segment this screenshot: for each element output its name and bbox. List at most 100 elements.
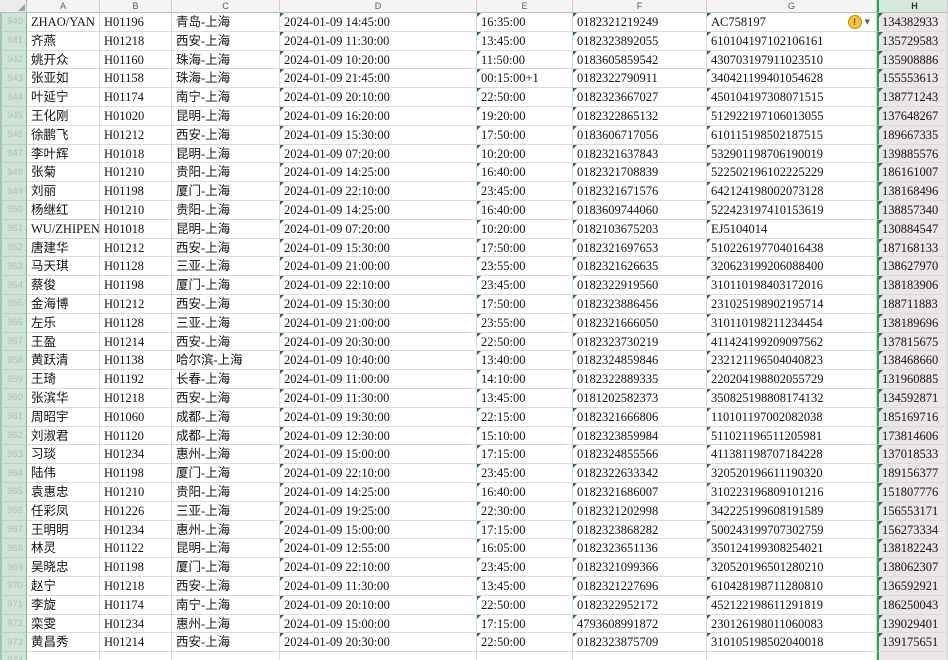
cell-B957[interactable]: H01214	[100, 332, 172, 352]
cell-G949[interactable]: 642124198002073128	[707, 182, 877, 201]
cell-D958[interactable]: 2024-01-09 10:40:00	[280, 351, 477, 371]
cell-G952[interactable]: 510226197704016438	[707, 238, 877, 258]
cell-F960[interactable]: 0181202582373	[573, 388, 707, 408]
cell-C962[interactable]: 成都-上海	[172, 426, 280, 446]
cell-C954[interactable]: 厦门-上海	[172, 276, 280, 295]
row-header-949[interactable]: 949	[0, 182, 27, 201]
cell-G966[interactable]: 342225199608191589	[707, 501, 877, 521]
cell-G940[interactable]: AC758197! ▼	[707, 13, 877, 32]
cell-C948[interactable]: 贵阳-上海	[172, 163, 280, 183]
cell-D973[interactable]: 2024-01-09 20:30:00	[280, 633, 477, 653]
cell-C955[interactable]: 西安-上海	[172, 294, 280, 314]
cell-F953[interactable]: 0182321626635	[573, 257, 707, 277]
cell-G967[interactable]: 500243199707302759	[707, 520, 877, 540]
cell-D972[interactable]: 2024-01-09 15:00:00	[280, 614, 477, 634]
cell-A974[interactable]	[27, 652, 100, 660]
cell-H953[interactable]: 138627970	[877, 257, 948, 277]
cell-A953[interactable]: 马天琪	[27, 257, 100, 277]
cell-G951[interactable]: EJ5104014	[707, 219, 877, 239]
column-header-D[interactable]: D	[280, 0, 477, 13]
cell-G962[interactable]: 511021196511205981	[707, 426, 877, 446]
cell-H970[interactable]: 136592921	[877, 576, 948, 596]
cell-C944[interactable]: 南宁-上海	[172, 88, 280, 107]
cell-B945[interactable]: H01020	[100, 106, 172, 126]
cell-F966[interactable]: 0182321202998	[573, 501, 707, 521]
chevron-down-icon[interactable]: ▼	[864, 17, 870, 26]
cell-A966[interactable]: 任彩凤	[27, 501, 100, 521]
row-header-972[interactable]: 972	[0, 614, 27, 634]
cell-G963[interactable]: 411381198707184228	[707, 445, 877, 465]
cell-F945[interactable]: 0182322865132	[573, 106, 707, 126]
cell-B950[interactable]: H01210	[100, 200, 172, 220]
cell-D940[interactable]: 2024-01-09 14:45:00	[280, 13, 477, 32]
select-all-corner[interactable]	[0, 0, 27, 13]
cell-F949[interactable]: 0182321671576	[573, 182, 707, 201]
cell-H964[interactable]: 189156377	[877, 464, 948, 483]
row-header-945[interactable]: 945	[0, 106, 27, 126]
cell-A964[interactable]: 陆伟	[27, 464, 100, 483]
cell-H967[interactable]: 156273334	[877, 520, 948, 540]
cell-E943[interactable]: 00:15:00+1	[477, 69, 573, 89]
cell-D945[interactable]: 2024-01-09 16:20:00	[280, 106, 477, 126]
cell-C963[interactable]: 惠州-上海	[172, 445, 280, 465]
cell-G958[interactable]: 232121196504040823	[707, 351, 877, 371]
row-header-958[interactable]: 958	[0, 351, 27, 371]
cell-F942[interactable]: 0183605859542	[573, 50, 707, 70]
cell-B959[interactable]: H01192	[100, 370, 172, 389]
cell-C966[interactable]: 三亚-上海	[172, 501, 280, 521]
row-header-971[interactable]: 971	[0, 595, 27, 615]
row-header-969[interactable]: 969	[0, 558, 27, 577]
cell-F968[interactable]: 0182323651136	[573, 539, 707, 559]
cell-F947[interactable]: 0182321637843	[573, 144, 707, 164]
cell-D959[interactable]: 2024-01-09 11:00:00	[280, 370, 477, 389]
cell-D955[interactable]: 2024-01-09 15:30:00	[280, 294, 477, 314]
cell-H971[interactable]: 186250043	[877, 595, 948, 615]
cell-B942[interactable]: H01160	[100, 50, 172, 70]
row-header-956[interactable]: 956	[0, 313, 27, 333]
cell-C945[interactable]: 昆明-上海	[172, 106, 280, 126]
cell-G954[interactable]: 310110198403172016	[707, 276, 877, 295]
cell-G973[interactable]: 310105198502040018	[707, 633, 877, 653]
cell-H940[interactable]: 134382933	[877, 13, 948, 32]
cell-D946[interactable]: 2024-01-09 15:30:00	[280, 125, 477, 145]
cell-C943[interactable]: 珠海-上海	[172, 69, 280, 89]
row-header-962[interactable]: 962	[0, 426, 27, 446]
cell-A945[interactable]: 王化刚	[27, 106, 100, 126]
cell-E954[interactable]: 23:45:00	[477, 276, 573, 295]
cell-C958[interactable]: 哈尔滨-上海	[172, 351, 280, 371]
cell-G945[interactable]: 512922197106013055	[707, 106, 877, 126]
cell-H947[interactable]: 139885576	[877, 144, 948, 164]
cell-G971[interactable]: 452122198611291819	[707, 595, 877, 615]
cell-G941[interactable]: 610104197102106161	[707, 31, 877, 51]
cell-E946[interactable]: 17:50:00	[477, 125, 573, 145]
row-header-957[interactable]: 957	[0, 332, 27, 352]
cell-A962[interactable]: 刘淑君	[27, 426, 100, 446]
cell-H969[interactable]: 138062307	[877, 558, 948, 577]
cell-F958[interactable]: 0182324859846	[573, 351, 707, 371]
cell-A944[interactable]: 叶延宁	[27, 88, 100, 107]
cell-E947[interactable]: 10:20:00	[477, 144, 573, 164]
cell-H968[interactable]: 138182243	[877, 539, 948, 559]
cell-C953[interactable]: 三亚-上海	[172, 257, 280, 277]
cell-D963[interactable]: 2024-01-09 15:00:00	[280, 445, 477, 465]
cell-A956[interactable]: 左乐	[27, 313, 100, 333]
cell-D949[interactable]: 2024-01-09 22:10:00	[280, 182, 477, 201]
cell-C973[interactable]: 西安-上海	[172, 633, 280, 653]
cell-B974[interactable]	[100, 652, 172, 660]
cell-C959[interactable]: 长春-上海	[172, 370, 280, 389]
cell-A959[interactable]: 王琦	[27, 370, 100, 389]
cell-B973[interactable]: H01214	[100, 633, 172, 653]
cell-A947[interactable]: 李叶辉	[27, 144, 100, 164]
column-header-B[interactable]: B	[100, 0, 172, 13]
cell-G955[interactable]: 231025198902195714	[707, 294, 877, 314]
cell-F967[interactable]: 0182323868282	[573, 520, 707, 540]
cell-H956[interactable]: 138189696	[877, 313, 948, 333]
cell-B962[interactable]: H01120	[100, 426, 172, 446]
cell-E959[interactable]: 14:10:00	[477, 370, 573, 389]
cell-D956[interactable]: 2024-01-09 21:00:00	[280, 313, 477, 333]
row-header-964[interactable]: 964	[0, 464, 27, 483]
cell-B961[interactable]: H01060	[100, 407, 172, 427]
cell-H945[interactable]: 137648267	[877, 106, 948, 126]
row-header-960[interactable]: 960	[0, 388, 27, 408]
cell-B969[interactable]: H01198	[100, 558, 172, 577]
